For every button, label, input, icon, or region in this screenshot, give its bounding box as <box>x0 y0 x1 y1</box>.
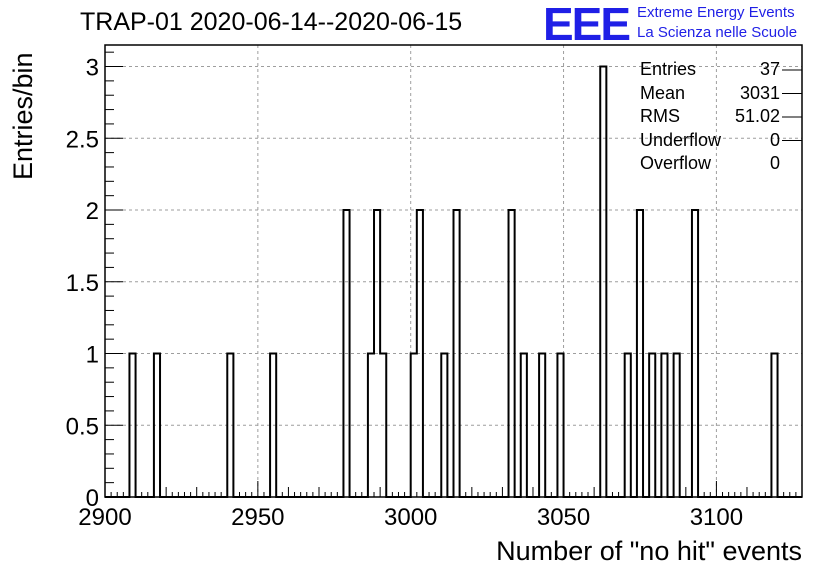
stats-row-mean: Mean 3031 <box>640 82 780 106</box>
y-tick-label: 0 <box>86 485 99 512</box>
logo-caption-line2: La Scienza nelle Scuole <box>637 24 798 41</box>
x-tick-label: 3100 <box>690 504 743 531</box>
stats-label: Mean <box>640 82 686 103</box>
y-tick-label: 3 <box>86 55 99 82</box>
stats-value: 0 <box>769 153 780 173</box>
histogram-bin <box>227 354 233 497</box>
histogram-bin <box>557 354 563 497</box>
stats-row-underflow: Underflow 0 <box>640 129 780 153</box>
histogram-bin <box>368 354 374 497</box>
histogram-bin <box>661 354 667 497</box>
stats-label: Underflow <box>640 129 722 150</box>
eee-logo: EEE <box>543 0 631 50</box>
stats-label: RMS <box>640 106 680 126</box>
x-tick-label: 3050 <box>537 504 590 531</box>
logo-caption: Extreme Energy Events La Scienza nelle S… <box>637 3 797 43</box>
stats-value: 51.02 <box>734 106 780 126</box>
x-tick-label: 2950 <box>231 504 284 531</box>
histogram-bin <box>637 210 643 497</box>
stats-row-rms: RMS 51.02 <box>640 105 780 129</box>
chart-title: TRAP-01 2020-06-14--2020-06-15 <box>80 8 463 36</box>
histogram-bin <box>154 354 160 497</box>
histogram-bin <box>771 354 777 497</box>
x-tick-label: 3000 <box>384 504 437 531</box>
stats-value: 0 <box>769 129 780 150</box>
histogram-bin <box>521 354 527 497</box>
stats-value: 3031 <box>739 82 780 103</box>
histogram-bin <box>270 354 276 497</box>
histogram-bin <box>600 67 606 497</box>
histogram-bin <box>539 354 545 497</box>
stats-value: 37 <box>759 59 780 79</box>
stats-row-entries: Entries 37 <box>640 58 780 82</box>
x-tick-label: 2900 <box>78 504 131 531</box>
y-axis-label: Entries/bin <box>8 52 38 180</box>
histogram-bin <box>454 210 460 497</box>
stats-label: Overflow <box>640 153 712 173</box>
y-tick-label: 1.5 <box>66 270 99 297</box>
histogram-bin <box>649 354 655 497</box>
y-tick-label: 2.5 <box>66 126 99 153</box>
histogram-outline <box>105 65 802 498</box>
histogram-bin <box>374 210 380 497</box>
histogram-bin <box>343 210 349 497</box>
histogram-bin <box>129 354 135 497</box>
histogram-bin <box>674 354 680 497</box>
histogram-bin <box>417 210 423 497</box>
histogram-bin <box>625 354 631 497</box>
histogram-bin <box>509 210 515 497</box>
stats-row-overflow: Overflow 0 <box>640 152 780 176</box>
y-tick-label: 2 <box>86 198 99 225</box>
y-tick-label: 0.5 <box>66 413 99 440</box>
logo-caption-line1: Extreme Energy Events <box>637 4 795 21</box>
histogram-bin <box>411 354 417 497</box>
y-tick-label: 1 <box>86 342 99 369</box>
stats-box: Entries 37 Mean 3031 RMS 51.02 Underflow… <box>640 58 780 176</box>
histogram-bin <box>692 210 698 497</box>
histogram-bin <box>441 354 447 497</box>
x-axis-label: Number of "no hit" events <box>496 536 802 566</box>
histogram-bin <box>380 354 386 497</box>
stats-label: Entries <box>640 59 697 79</box>
